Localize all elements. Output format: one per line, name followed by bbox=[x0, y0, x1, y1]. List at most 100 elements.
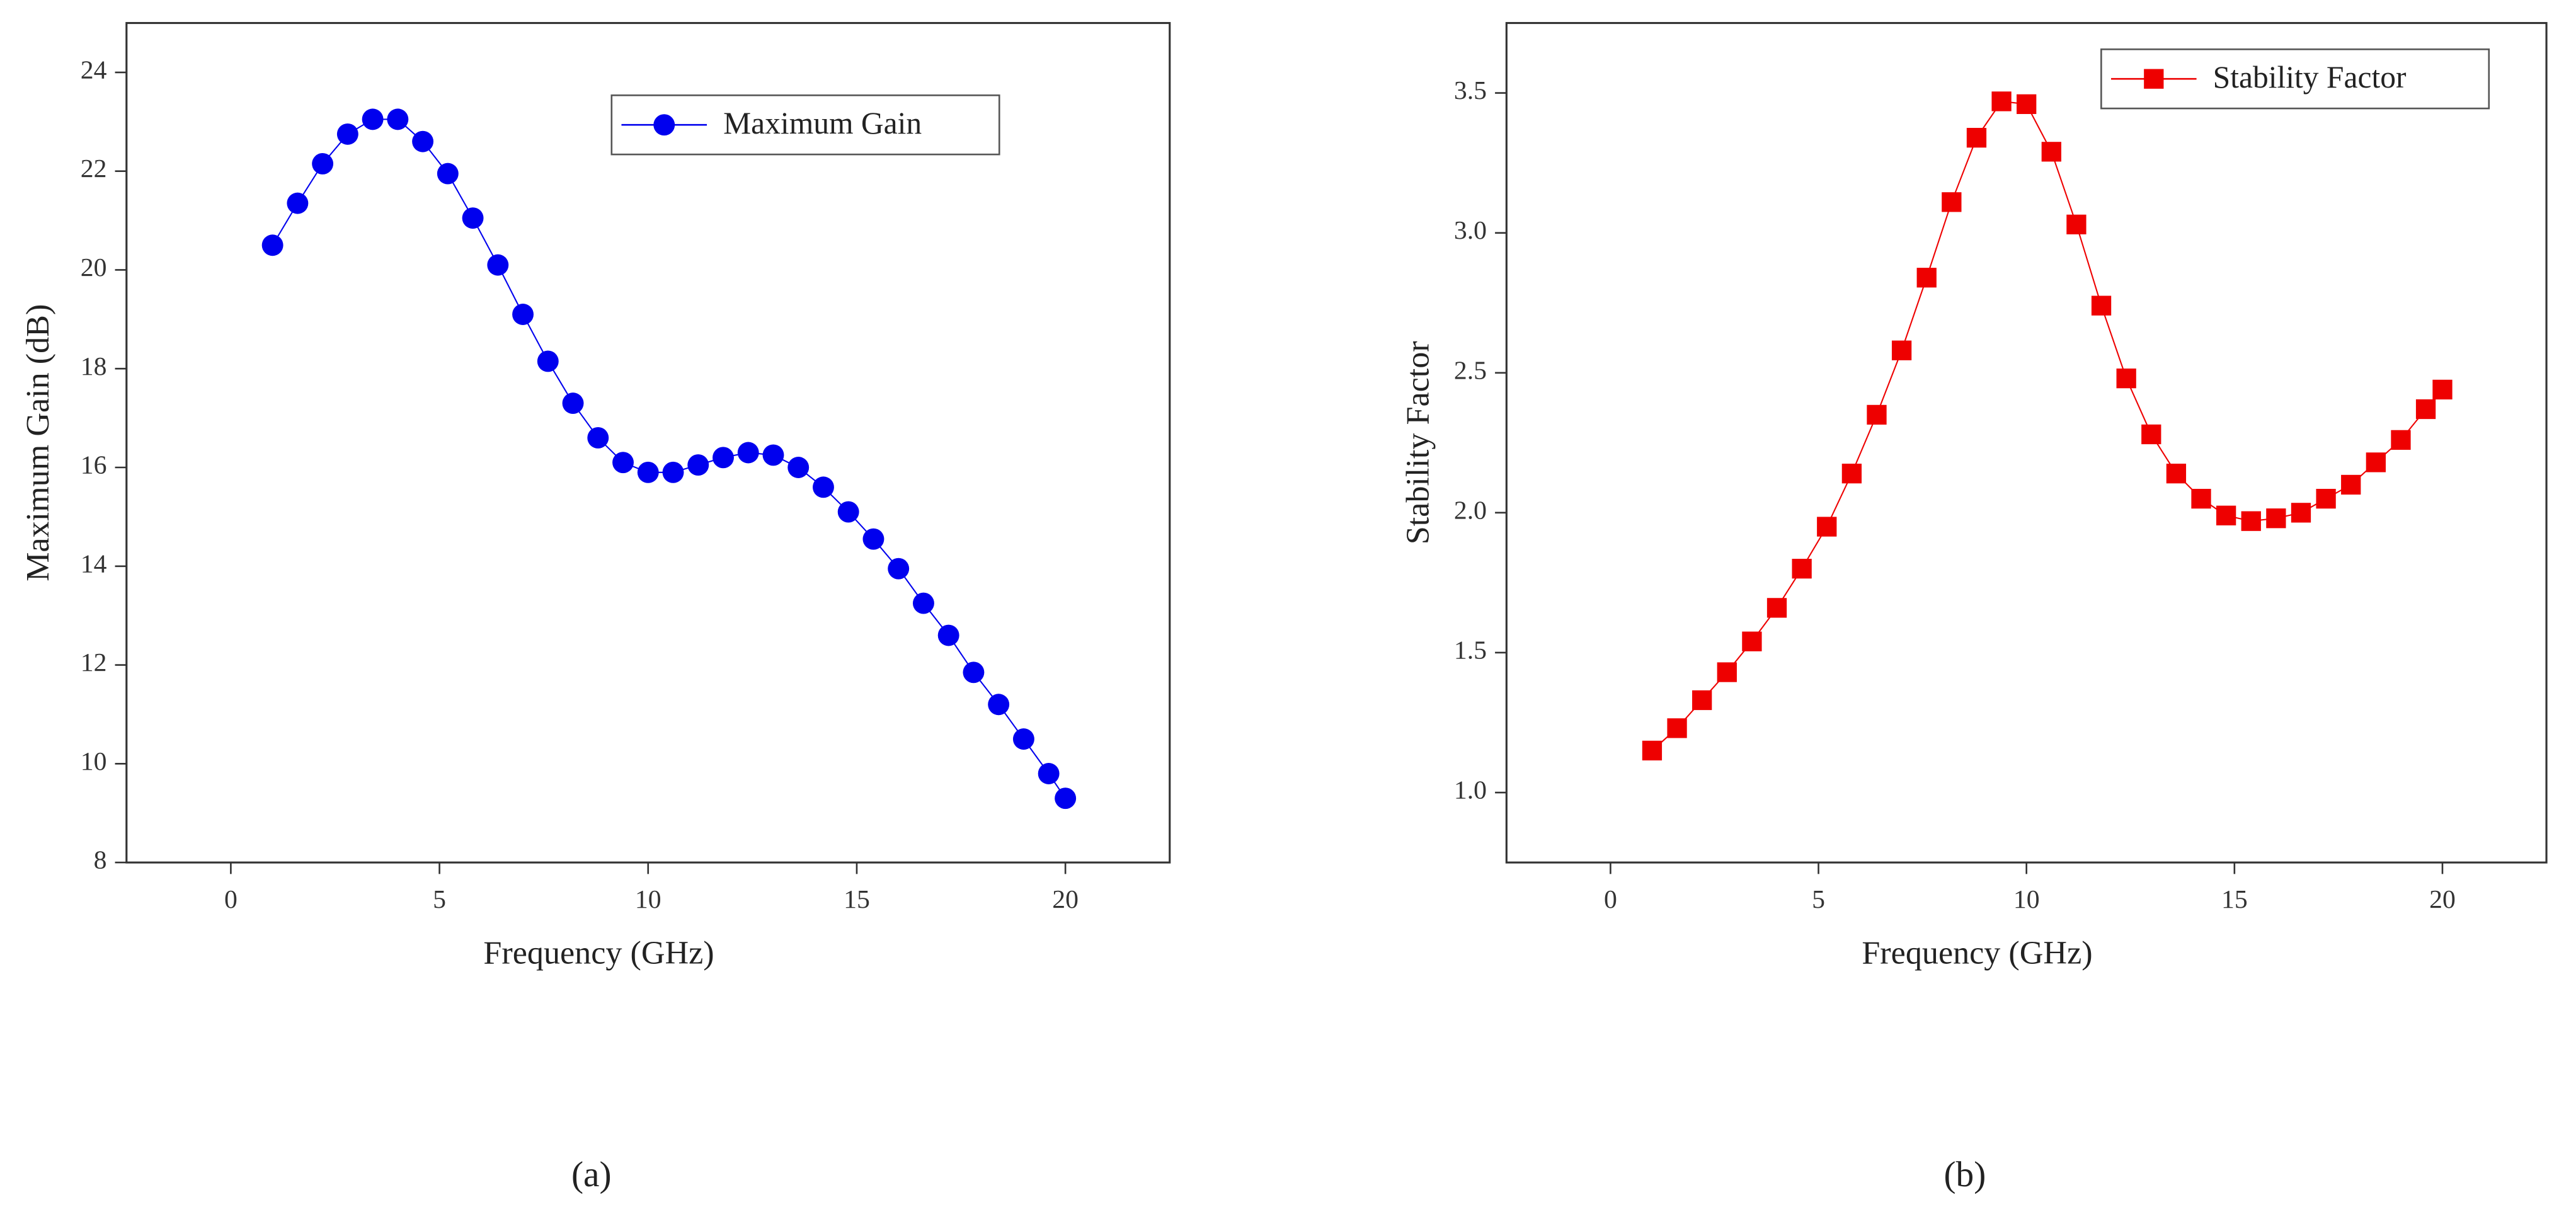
marker bbox=[2066, 214, 2087, 234]
marker bbox=[662, 461, 684, 483]
y-tick-label: 2.5 bbox=[1454, 356, 1487, 385]
marker bbox=[713, 447, 734, 469]
marker bbox=[1667, 718, 1687, 738]
marker bbox=[2116, 368, 2136, 389]
marker bbox=[637, 461, 659, 483]
marker bbox=[912, 592, 934, 614]
marker bbox=[2432, 379, 2453, 400]
marker bbox=[1742, 631, 1762, 651]
marker bbox=[1766, 598, 1787, 618]
y-tick-label: 1.0 bbox=[1454, 776, 1487, 805]
chart: 0 5 10 15 20 1.0 1.5 2.0 2.5 3.0 3.5 Frequency (GHz… bbox=[1400, 21, 2548, 1194]
marker bbox=[2391, 430, 2411, 450]
y-tick-label: 10 bbox=[81, 747, 107, 776]
x-tick-label: 10 bbox=[635, 885, 661, 914]
marker bbox=[1717, 662, 1737, 682]
marker bbox=[362, 108, 384, 130]
marker bbox=[1916, 268, 1937, 288]
marker bbox=[612, 452, 634, 474]
marker bbox=[2191, 489, 2211, 509]
y-tick-label: 18 bbox=[81, 352, 107, 381]
marker bbox=[2041, 142, 2061, 162]
y-tick-label: 3.0 bbox=[1454, 216, 1487, 245]
series-line bbox=[1651, 100, 2443, 752]
marker bbox=[462, 207, 484, 229]
marker bbox=[336, 123, 358, 145]
x-tick-label: 20 bbox=[2429, 885, 2456, 914]
chart: 0 5 10 15 20 8 10 12 14 16 18 20 22 24 Frequency (GHz)… bbox=[20, 21, 1171, 1194]
y-tick-label: 2.0 bbox=[1454, 496, 1487, 525]
x-tick-label: 0 bbox=[1604, 885, 1617, 914]
marker bbox=[587, 427, 609, 449]
legend-label: Stability Factor bbox=[2213, 60, 2407, 94]
marker bbox=[437, 163, 459, 185]
panel-label: (a) bbox=[571, 1155, 612, 1194]
marker bbox=[2144, 69, 2164, 89]
marker bbox=[837, 501, 859, 523]
marker bbox=[2241, 511, 2261, 531]
marker bbox=[762, 444, 784, 466]
marker bbox=[2266, 508, 2286, 529]
marker bbox=[737, 442, 759, 464]
x-tick-label: 5 bbox=[1812, 885, 1825, 914]
x-axis-label: Frequency (GHz) bbox=[483, 936, 714, 971]
y-tick-label: 3.5 bbox=[1454, 76, 1487, 105]
x-tick-label: 20 bbox=[1052, 885, 1079, 914]
marker bbox=[2017, 94, 2037, 114]
marker bbox=[2141, 424, 2161, 445]
marker bbox=[862, 528, 884, 550]
plot-frame bbox=[1505, 21, 2548, 864]
marker bbox=[2091, 295, 2112, 316]
y-tick-label: 8 bbox=[94, 846, 107, 875]
marker bbox=[1642, 740, 1663, 761]
marker bbox=[1991, 91, 2012, 112]
marker bbox=[2166, 464, 2187, 484]
x-tick-label: 15 bbox=[2221, 885, 2248, 914]
marker bbox=[888, 558, 910, 580]
marker bbox=[1817, 517, 1837, 537]
marker bbox=[312, 152, 334, 175]
marker bbox=[387, 108, 409, 130]
marker bbox=[412, 130, 434, 152]
marker bbox=[2316, 489, 2336, 509]
y-tick-label: 24 bbox=[81, 55, 107, 84]
marker bbox=[813, 476, 834, 498]
marker bbox=[2341, 474, 2361, 495]
marker bbox=[1012, 728, 1034, 750]
marker bbox=[963, 661, 985, 684]
marker bbox=[787, 457, 810, 478]
marker bbox=[1966, 127, 1987, 148]
marker bbox=[1055, 787, 1077, 810]
marker bbox=[562, 392, 584, 415]
marker bbox=[1792, 559, 1812, 579]
marker bbox=[2366, 452, 2386, 472]
marker bbox=[1891, 340, 1912, 360]
y-axis-label: Maximum Gain (dB) bbox=[20, 304, 56, 581]
series-line bbox=[272, 118, 1067, 799]
y-tick-label: 16 bbox=[81, 451, 107, 480]
marker bbox=[287, 192, 309, 214]
marker bbox=[653, 114, 675, 136]
marker bbox=[487, 254, 509, 276]
y-tick-label: 12 bbox=[81, 648, 107, 677]
x-tick-label: 15 bbox=[844, 885, 870, 914]
marker bbox=[512, 304, 534, 325]
y-tick-label: 14 bbox=[81, 549, 107, 578]
x-tick-label: 10 bbox=[2013, 885, 2040, 914]
marker bbox=[2216, 505, 2236, 525]
marker bbox=[2291, 503, 2311, 523]
marker bbox=[537, 350, 559, 372]
marker bbox=[1942, 192, 1962, 212]
y-tick-label: 1.5 bbox=[1454, 636, 1487, 665]
y-axis-label: Stability Factor bbox=[1400, 341, 1436, 544]
marker bbox=[261, 234, 283, 256]
marker bbox=[1038, 763, 1060, 784]
x-tick-label: 5 bbox=[433, 885, 446, 914]
marker bbox=[937, 624, 959, 646]
y-tick-label: 22 bbox=[81, 154, 107, 183]
x-axis-label: Frequency (GHz) bbox=[1862, 936, 2092, 971]
panel-label: (b) bbox=[1943, 1155, 1986, 1194]
legend-label: Maximum Gain bbox=[723, 106, 922, 140]
